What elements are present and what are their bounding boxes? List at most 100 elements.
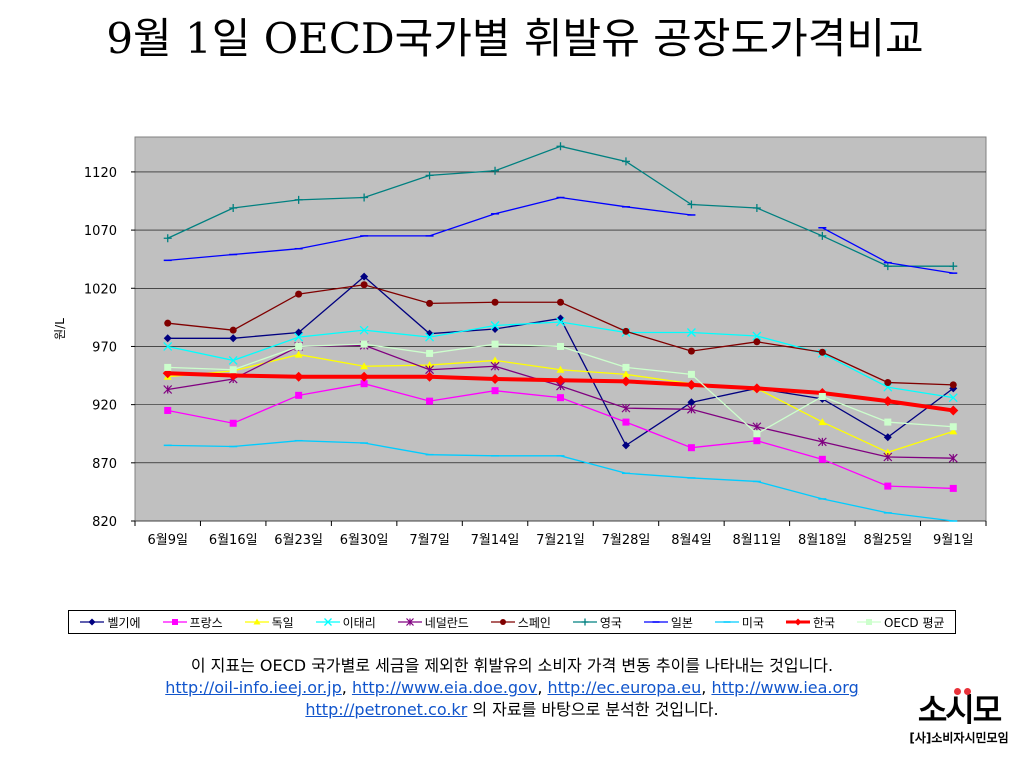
source-link-ieej[interactable]: http://oil-info.ieej.or.jp [165, 678, 342, 697]
data-point [687, 200, 696, 209]
data-point [490, 374, 501, 385]
x-tick-label: 6월30일 [340, 533, 389, 548]
legend-label: 프랑스 [189, 615, 223, 630]
legend-swatch [856, 619, 881, 625]
data-point [882, 396, 893, 407]
legend-item: 독일 [244, 614, 294, 631]
data-point [295, 391, 303, 399]
note-line-3: http://petronet.co.kr 의 자료를 바탕으로 분석한 것입니… [0, 699, 1024, 721]
legend-label: 일본 [670, 615, 693, 630]
x-tick-label: 7월7일 [409, 533, 449, 548]
y-tick-label: 1020 [84, 282, 117, 297]
y-tick-label: 870 [92, 457, 117, 472]
note-line-1: 이 지표는 OECD 국가별로 세금을 제외한 휘발유의 소비자 가격 변동 추… [190, 656, 834, 675]
legend-item: 이태리 [315, 614, 376, 631]
data-point [491, 356, 500, 364]
note-tail: 의 자료를 바탕으로 분석한 것입니다. [467, 700, 719, 719]
page-title: 9월 1일 OECD국가별 휘발유 공장도가격비교 [106, 14, 924, 63]
data-point [556, 142, 565, 151]
y-tick-label: 970 [92, 340, 117, 355]
data-point [555, 375, 566, 386]
data-point [883, 452, 893, 462]
x-tick-label: 6월9일 [147, 533, 187, 548]
series-스페인 [164, 281, 957, 389]
data-point [425, 332, 435, 342]
data-point [949, 381, 957, 389]
data-point [491, 166, 500, 175]
data-point [884, 482, 892, 490]
data-point [581, 618, 589, 626]
data-point [865, 619, 872, 625]
y-tick-label: 1120 [84, 166, 117, 181]
x-tick-label: 8월11일 [733, 533, 782, 548]
legend-swatch [80, 618, 105, 626]
legend-item: 한국 [785, 614, 835, 631]
data-point [883, 448, 892, 456]
legend-label: 한국 [812, 615, 836, 630]
source-link-eia[interactable]: http://www.eia.doe.gov [351, 678, 538, 697]
data-point [253, 618, 261, 625]
data-point [491, 387, 499, 395]
legend-label: 이태리 [342, 615, 376, 630]
data-point [556, 317, 565, 327]
data-point [949, 484, 957, 492]
data-point [557, 342, 564, 350]
y-tick-label: 1070 [84, 224, 117, 239]
legend-item: 미국 [714, 614, 764, 631]
data-point [360, 362, 369, 370]
y-axis-label: 원/L [53, 318, 67, 340]
source-link-ec[interactable]: http://ec.europa.eu [547, 678, 702, 697]
data-point [621, 441, 630, 450]
y-tick-label: 920 [92, 399, 117, 414]
data-point [686, 404, 696, 414]
data-point [228, 355, 238, 365]
x-tick-label: 8월18일 [798, 533, 847, 548]
data-point [229, 334, 238, 343]
x-tick-label: 8월25일 [863, 533, 912, 548]
series-프랑스 [164, 380, 957, 492]
data-point [794, 618, 802, 626]
series-영국 [163, 142, 958, 271]
data-point [686, 328, 696, 337]
data-point [294, 195, 303, 204]
legend-item: 프랑스 [162, 614, 223, 631]
logo-sub-text: [사]소비자시민모임 [909, 731, 1009, 745]
data-point [359, 371, 370, 382]
plot-area [134, 136, 987, 522]
x-tick-label: 8월4일 [671, 533, 711, 548]
data-point [949, 427, 958, 435]
data-point [818, 231, 827, 240]
data-point [294, 332, 304, 342]
data-point [621, 157, 630, 166]
data-point [164, 363, 172, 371]
data-point [491, 298, 499, 306]
data-point [163, 234, 172, 243]
data-point [359, 325, 369, 335]
legend-item: OECD 평균 [856, 614, 945, 631]
data-point [884, 379, 892, 387]
data-point [621, 403, 631, 413]
logo-main-text: 소시모 [917, 691, 1002, 729]
data-point [360, 380, 368, 388]
data-point [426, 349, 434, 357]
data-point [229, 366, 237, 374]
data-point [360, 193, 369, 202]
data-point [229, 203, 238, 212]
data-point [557, 394, 564, 402]
data-point [818, 455, 826, 463]
source-link-iea[interactable]: http://www.iea.org [711, 678, 859, 697]
data-point [425, 361, 434, 369]
data-point [294, 350, 303, 358]
source-link-petronet[interactable]: http://petronet.co.kr [305, 700, 468, 719]
data-point [163, 334, 172, 343]
organization-logo: 소시모 [사]소비자시민모임 [898, 688, 1020, 760]
data-point [171, 619, 178, 625]
data-point [405, 618, 414, 626]
legend-swatch [643, 621, 668, 623]
data-point [753, 338, 761, 346]
data-point [295, 290, 303, 298]
legend-swatch [315, 618, 340, 626]
data-point [883, 262, 892, 271]
data-point [818, 348, 826, 356]
data-point [687, 347, 695, 355]
